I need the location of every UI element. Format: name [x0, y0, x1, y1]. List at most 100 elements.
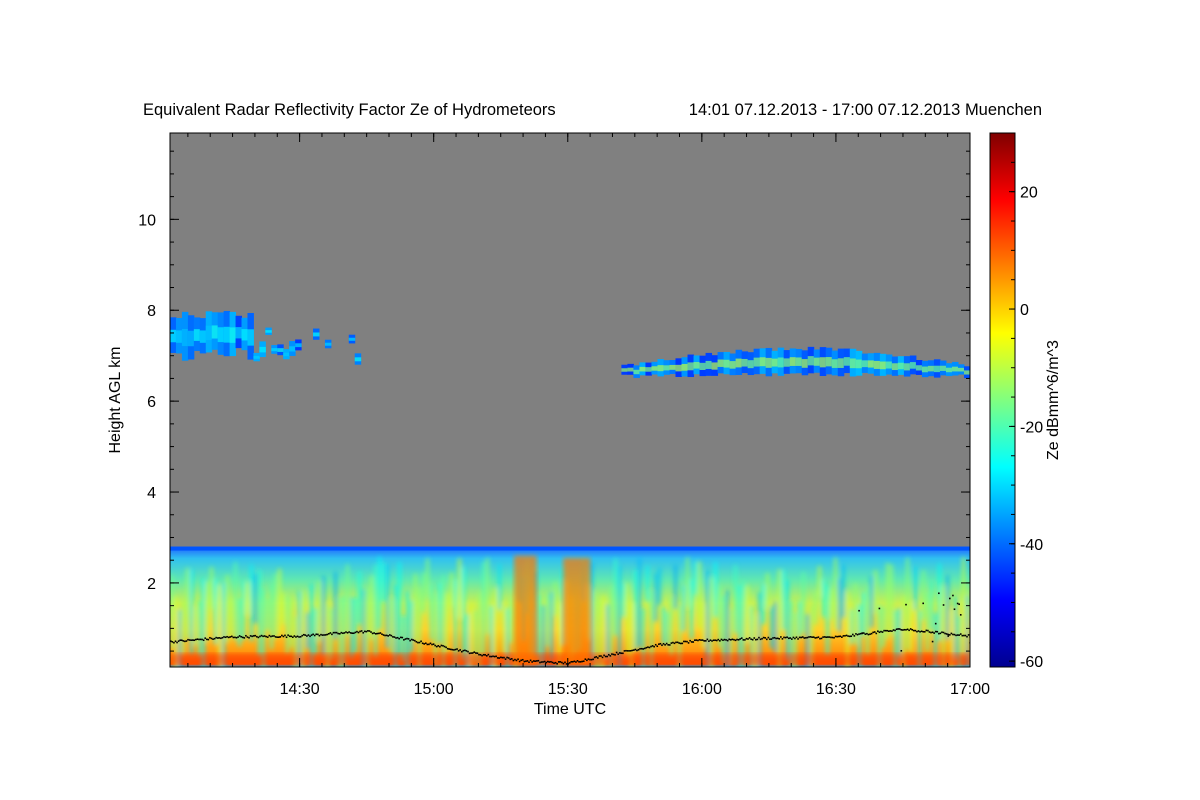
cloud-cell-core — [849, 358, 857, 369]
cloud-base-point — [531, 661, 533, 663]
reflectivity-streak — [326, 604, 329, 667]
cloud-base-point — [823, 636, 826, 638]
cloud-cell-core — [807, 356, 815, 366]
cloud-base-point — [353, 632, 355, 635]
cloud-cell-core — [903, 363, 911, 371]
cloud-base-point — [454, 648, 457, 651]
cloud-base-point — [459, 649, 461, 651]
reflectivity-streak — [738, 584, 741, 667]
reflectivity-streak — [626, 582, 629, 657]
cloud-base-point — [213, 637, 216, 640]
cloud-base-point — [938, 632, 940, 635]
cloud-base-point — [719, 640, 721, 642]
reflectivity-streak — [386, 563, 389, 648]
reflectivity-streak — [498, 563, 501, 610]
cloud-base-point — [847, 635, 849, 637]
cloud-base-point — [329, 632, 332, 634]
cloud-base-point — [191, 639, 194, 641]
cloud-base-point — [722, 639, 724, 642]
cloud-base-point — [215, 636, 217, 639]
cloud-base-point — [770, 638, 773, 640]
cloud-base-point — [279, 636, 282, 638]
cloud-base-point — [814, 637, 817, 639]
reflectivity-streak — [170, 574, 173, 650]
reflectivity-streak — [394, 584, 397, 667]
cloud-base-point — [898, 628, 901, 630]
cloud-base-point — [679, 642, 682, 645]
reflectivity-streak — [894, 609, 897, 667]
cloud-base-point — [534, 660, 537, 663]
colorbar — [989, 132, 1016, 668]
cloud-base-point — [543, 660, 546, 663]
cloud-base-point — [737, 639, 740, 641]
cloud-base-point — [675, 641, 677, 644]
cloud-cell-core — [927, 365, 935, 372]
cloud-base-point — [934, 630, 937, 633]
cloud-cell-core — [915, 365, 923, 371]
cloud-base-point — [173, 641, 175, 644]
cloud-base-point — [612, 653, 615, 656]
cloud-base-point — [956, 634, 959, 636]
reflectivity-streak — [434, 594, 437, 665]
cloud-base-point — [850, 635, 853, 638]
cloud-base-point — [432, 643, 435, 645]
cloud-base-point — [883, 629, 885, 632]
cloud-base-point — [205, 638, 208, 641]
cloud-base-point — [379, 632, 382, 634]
cloud-base-point — [238, 635, 241, 637]
cloud-base-point — [956, 602, 959, 605]
cloud-base-point — [797, 638, 799, 640]
cloud-base-point — [845, 634, 848, 637]
reflectivity-streak — [650, 590, 653, 667]
cloud-base-point — [231, 635, 233, 638]
cloud-base-point — [437, 644, 440, 647]
cloud-base-point — [240, 635, 242, 638]
cloud-base-point — [388, 634, 391, 636]
cloud-base-point — [911, 628, 914, 631]
cloud-base-point — [479, 653, 482, 656]
cloud-base-point — [953, 608, 956, 611]
reflectivity-streak — [606, 604, 609, 660]
cloud-base-point — [313, 634, 316, 637]
cloud-base-point — [342, 632, 344, 635]
convective-column — [514, 555, 537, 665]
cloud-base-point — [476, 652, 479, 655]
cloud-base-point — [773, 636, 776, 639]
reflectivity-streak — [790, 601, 793, 667]
cloud-base-point — [409, 639, 411, 642]
cloud-base-point — [783, 636, 785, 639]
cloud-base-point — [196, 638, 199, 640]
reflectivity-streak — [886, 562, 889, 640]
reflectivity-streak — [462, 566, 465, 660]
cloud-base-point — [825, 636, 828, 639]
reflectivity-streak — [770, 606, 773, 649]
reflectivity-streak — [866, 586, 869, 655]
cloud-base-point — [306, 635, 308, 637]
cloud-base-point — [765, 638, 768, 641]
cloud-base-point — [947, 633, 950, 636]
reflectivity-streak — [694, 561, 697, 595]
cloud-base-point — [518, 660, 521, 663]
cloud-base-point — [550, 660, 552, 663]
cloud-cell-core — [705, 360, 713, 369]
cloud-base-point — [581, 660, 583, 663]
cloud-base-point — [873, 631, 876, 633]
cloud-cell-core — [354, 357, 362, 362]
cloud-base-point — [537, 659, 540, 662]
cloud-base-point — [357, 631, 360, 634]
cloud-base-point — [360, 630, 363, 632]
cloud-base-point — [475, 652, 477, 654]
cloud-base-point — [709, 639, 712, 641]
cloud-base-point — [944, 632, 946, 635]
reflectivity-streak — [214, 579, 217, 645]
reflectivity-streak — [234, 562, 237, 641]
reflectivity-streak — [450, 572, 453, 606]
cloud-base-point — [633, 649, 635, 651]
cloud-base-point — [964, 634, 967, 637]
cloud-base-point — [526, 660, 529, 662]
cloud-base-point — [698, 638, 701, 641]
reflectivity-streak — [798, 600, 801, 638]
cloud-base-point — [392, 636, 394, 638]
cloud-base-point — [689, 639, 691, 642]
reflectivity-streak — [782, 569, 785, 630]
